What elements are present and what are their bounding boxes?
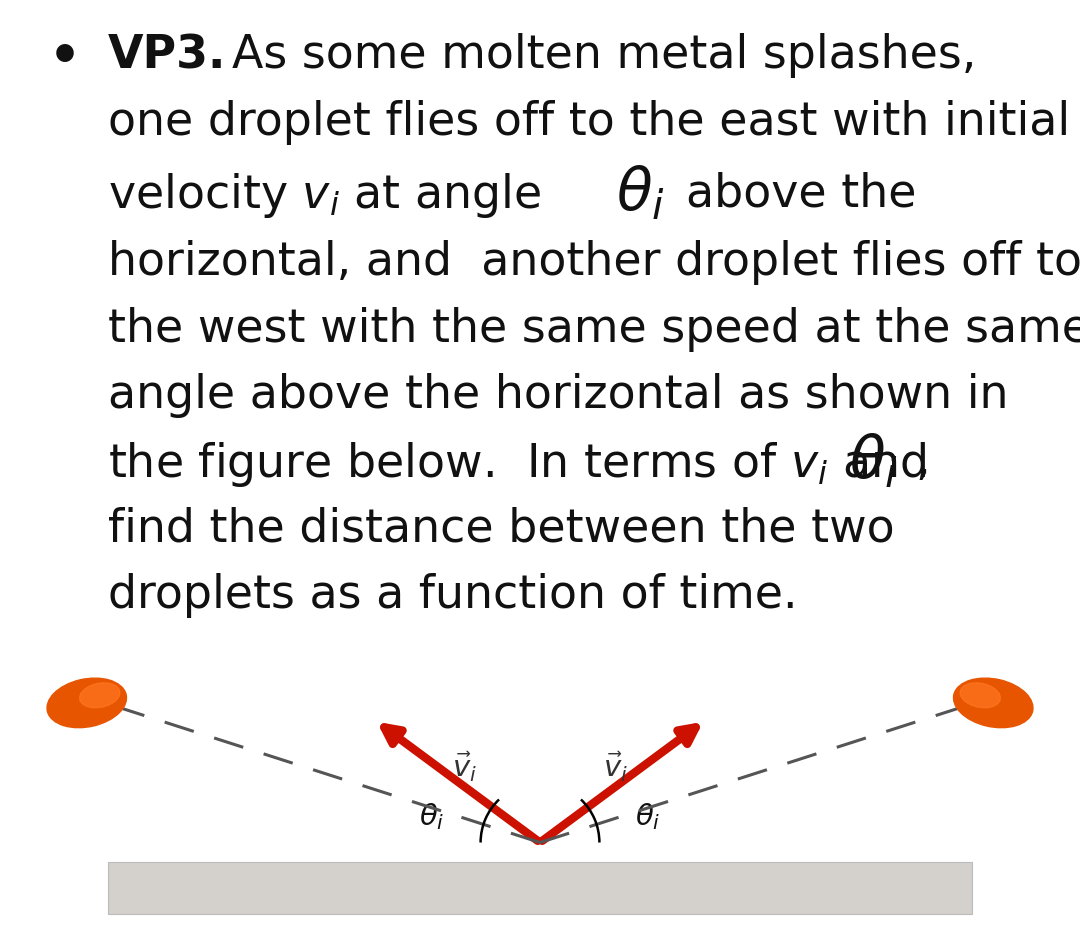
Text: $\vec{v}_i$: $\vec{v}_i$ (451, 749, 477, 783)
Text: one droplet flies off to the east with initial: one droplet flies off to the east with i… (108, 100, 1070, 145)
Text: VP3.: VP3. (108, 33, 227, 78)
Text: $\theta_i$: $\theta_i$ (635, 801, 661, 832)
Text: find the distance between the two: find the distance between the two (108, 506, 894, 551)
Bar (108, 862, 972, 914)
Text: the figure below.  In terms of $v_i$ and: the figure below. In terms of $v_i$ and (108, 440, 927, 488)
Text: $\theta_i$: $\theta_i$ (419, 801, 445, 832)
Text: $\theta_i$: $\theta_i$ (616, 164, 664, 223)
Ellipse shape (48, 678, 126, 727)
Text: ,: , (916, 440, 931, 485)
Ellipse shape (80, 683, 120, 707)
Text: velocity $v_i$ at angle: velocity $v_i$ at angle (108, 171, 541, 220)
Ellipse shape (960, 683, 1000, 707)
Text: droplets as a function of time.: droplets as a function of time. (108, 573, 798, 618)
Text: As some molten metal splashes,: As some molten metal splashes, (232, 33, 976, 78)
Text: horizontal, and  another droplet flies off to: horizontal, and another droplet flies of… (108, 240, 1080, 285)
Text: angle above the horizontal as shown in: angle above the horizontal as shown in (108, 373, 1009, 418)
Text: $\vec{v}_i$: $\vec{v}_i$ (603, 749, 629, 783)
Text: above the: above the (686, 171, 916, 216)
Text: $\theta_i$: $\theta_i$ (849, 432, 897, 491)
Ellipse shape (954, 678, 1032, 727)
Text: the west with the same speed at the same: the west with the same speed at the same (108, 307, 1080, 351)
Text: •: • (49, 33, 81, 81)
